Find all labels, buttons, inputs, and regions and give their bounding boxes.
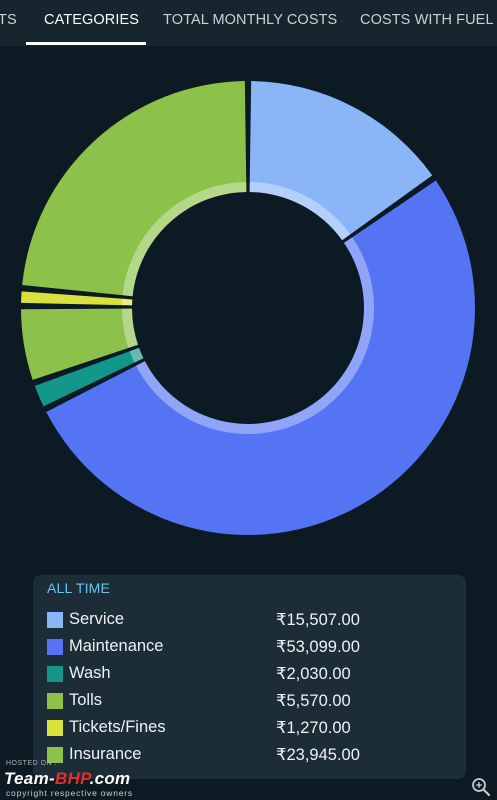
watermark-logo-accent: BHP bbox=[54, 769, 90, 788]
legend-item-tickets-fines: Tickets/Fines ₹1,270.00 bbox=[33, 716, 466, 743]
tab-costs-with-fuel[interactable]: COSTS WITH FUEL bbox=[360, 12, 494, 28]
donut-chart[interactable] bbox=[0, 46, 497, 566]
legend-value: ₹15,507.00 bbox=[276, 611, 360, 629]
legend-value: ₹1,270.00 bbox=[276, 719, 351, 737]
watermark-logo-suffix: .com bbox=[89, 769, 131, 788]
legend-header: ALL TIME bbox=[47, 580, 111, 596]
slice-rim-tolls bbox=[122, 308, 138, 348]
legend-swatch bbox=[47, 720, 63, 736]
legend-value: ₹23,945.00 bbox=[276, 746, 360, 764]
legend-value: ₹5,570.00 bbox=[276, 692, 351, 710]
tab-categories[interactable]: CATEGORIES bbox=[44, 12, 139, 28]
donut-hole bbox=[132, 192, 364, 424]
slice-tolls[interactable] bbox=[21, 308, 138, 380]
legend-swatch bbox=[47, 666, 63, 682]
legend-item-tolls: Tolls ₹5,570.00 bbox=[33, 689, 466, 716]
legend-swatch bbox=[47, 612, 63, 628]
legend-card: ALL TIME Service ₹15,507.00 Maintenance … bbox=[33, 575, 466, 779]
active-tab-indicator bbox=[26, 42, 146, 45]
slice-rim-tickets-fines bbox=[122, 298, 133, 306]
slice-rim-service bbox=[249, 182, 351, 241]
watermark-copyright: copyright respective owners bbox=[6, 788, 133, 798]
legend-swatch bbox=[47, 639, 63, 655]
tab-total-monthly-costs[interactable]: TOTAL MONTHLY COSTS bbox=[163, 12, 338, 28]
slice-rim-insurance bbox=[122, 182, 247, 297]
legend-label: Tolls bbox=[69, 691, 103, 709]
watermark-logo: Team-BHP.com bbox=[4, 769, 130, 789]
slice-rim-wash bbox=[129, 347, 144, 363]
watermark-logo-main: Team- bbox=[4, 769, 55, 788]
legend-item-insurance: Insurance ₹23,945.00 bbox=[33, 743, 466, 770]
legend-item-maintenance: Maintenance ₹53,099.00 bbox=[33, 635, 466, 662]
legend-swatch bbox=[47, 693, 63, 709]
legend-value: ₹53,099.00 bbox=[276, 638, 360, 656]
legend-label: Tickets/Fines bbox=[69, 718, 166, 736]
slice-wash[interactable] bbox=[34, 347, 144, 407]
slice-service[interactable] bbox=[249, 81, 433, 241]
legend-label: Maintenance bbox=[69, 637, 164, 655]
legend-value: ₹2,030.00 bbox=[276, 665, 351, 683]
legend-label: Service bbox=[69, 610, 125, 628]
chart-area bbox=[0, 46, 497, 566]
tab-bar: TS CATEGORIES TOTAL MONTHLY COSTS COSTS … bbox=[0, 0, 497, 46]
slice-tickets-fines[interactable] bbox=[21, 291, 133, 306]
legend-label: Insurance bbox=[69, 745, 142, 763]
zoom-in-icon[interactable] bbox=[470, 776, 492, 798]
watermark-hosted-text: HOSTED ON : bbox=[6, 760, 58, 767]
slice-insurance[interactable] bbox=[22, 81, 247, 297]
legend-swatch bbox=[47, 747, 63, 763]
tab-previous[interactable]: TS bbox=[0, 12, 17, 28]
legend-item-service: Service ₹15,507.00 bbox=[33, 608, 466, 635]
team-bhp-watermark: HOSTED ON : Team-BHP.com copyright respe… bbox=[4, 760, 204, 800]
slice-maintenance[interactable] bbox=[46, 180, 476, 535]
legend-item-wash: Wash ₹2,030.00 bbox=[33, 662, 466, 689]
legend-label: Wash bbox=[69, 664, 111, 682]
